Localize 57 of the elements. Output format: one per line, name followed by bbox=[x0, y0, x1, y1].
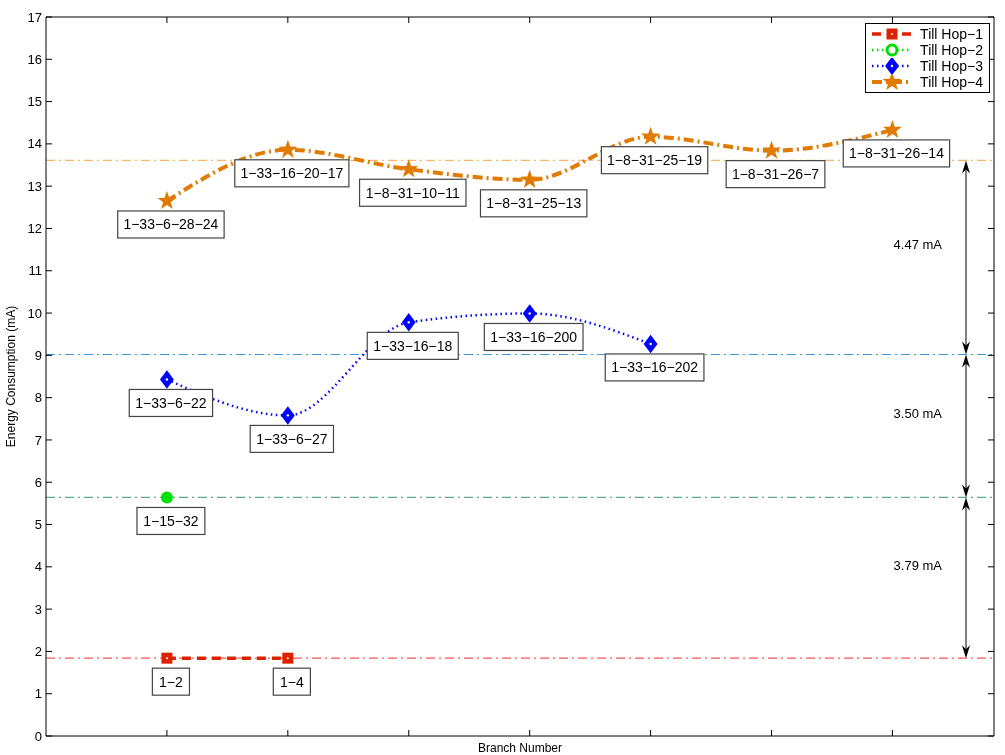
y-tick-label: 4 bbox=[34, 559, 42, 575]
point bbox=[641, 126, 661, 145]
point bbox=[160, 370, 174, 389]
annotation: 1−33−16−200 bbox=[490, 328, 578, 345]
annotation: 1−33−6−27 bbox=[256, 430, 328, 447]
annotation: 1−33−16−20−17 bbox=[240, 165, 344, 182]
y-tick-label: 11 bbox=[28, 263, 42, 279]
y-tick-label: 0 bbox=[34, 728, 42, 744]
y-tick-label: 12 bbox=[27, 221, 42, 237]
annotation: 1−33−6−22 bbox=[135, 394, 207, 411]
y-tick-label: 14 bbox=[27, 136, 42, 152]
point bbox=[402, 313, 416, 332]
y-tick-label: 5 bbox=[34, 517, 42, 533]
y-tick-label: 15 bbox=[27, 94, 42, 110]
y-tick-label: 7 bbox=[34, 432, 42, 448]
annotation: 1−2 bbox=[159, 673, 184, 690]
y-tick-label: 9 bbox=[34, 347, 42, 363]
annotation: 1−33−16−202 bbox=[611, 359, 699, 376]
point bbox=[520, 169, 540, 188]
annotation: 1−8−31−10−11 bbox=[365, 184, 460, 201]
point bbox=[278, 139, 298, 158]
legend-label: Till Hop−4 bbox=[920, 74, 983, 90]
point bbox=[643, 335, 658, 353]
point bbox=[157, 190, 177, 210]
point bbox=[762, 140, 782, 159]
annotation: 3.50 mA bbox=[893, 405, 943, 421]
legend-label: Till Hop−1 bbox=[920, 26, 983, 42]
point bbox=[282, 652, 294, 664]
point bbox=[281, 406, 295, 425]
y-tick-label: 3 bbox=[34, 601, 42, 617]
annotation: 1−8−31−25−19 bbox=[607, 152, 703, 169]
x-axis-title: Branch Number bbox=[477, 741, 563, 755]
y-axis-title: Energy Consumption (mA) bbox=[4, 305, 18, 448]
annotation: 1−33−6−28−24 bbox=[123, 216, 219, 233]
annotation: 1−33−16−18 bbox=[373, 337, 453, 354]
y-tick-label: 10 bbox=[27, 305, 42, 321]
point bbox=[399, 159, 419, 178]
point bbox=[160, 491, 173, 504]
y-tick-label: 17 bbox=[27, 9, 42, 25]
annotation: 4.47 mA bbox=[893, 237, 943, 253]
annotation: 1−8−31−26−14 bbox=[848, 145, 945, 162]
y-tick-label: 1 bbox=[34, 686, 42, 702]
annotation: 1−4 bbox=[279, 673, 304, 690]
legend-label: Till Hop−2 bbox=[920, 42, 983, 58]
annotation: 1−8−31−25−13 bbox=[486, 195, 582, 212]
y-tick-label: 13 bbox=[27, 178, 42, 194]
y-tick-label: 8 bbox=[34, 390, 42, 406]
annotation: 3.79 mA bbox=[893, 557, 943, 573]
legend-label: Till Hop−3 bbox=[920, 58, 983, 74]
y-tick-label: 6 bbox=[34, 474, 42, 490]
point bbox=[522, 304, 537, 323]
annotation: 1−15−32 bbox=[143, 512, 199, 529]
y-tick-label: 16 bbox=[27, 51, 42, 67]
annotation: 1−8−31−26−7 bbox=[731, 166, 820, 183]
point bbox=[161, 652, 173, 664]
point bbox=[882, 119, 902, 139]
y-tick-label: 2 bbox=[34, 644, 42, 660]
